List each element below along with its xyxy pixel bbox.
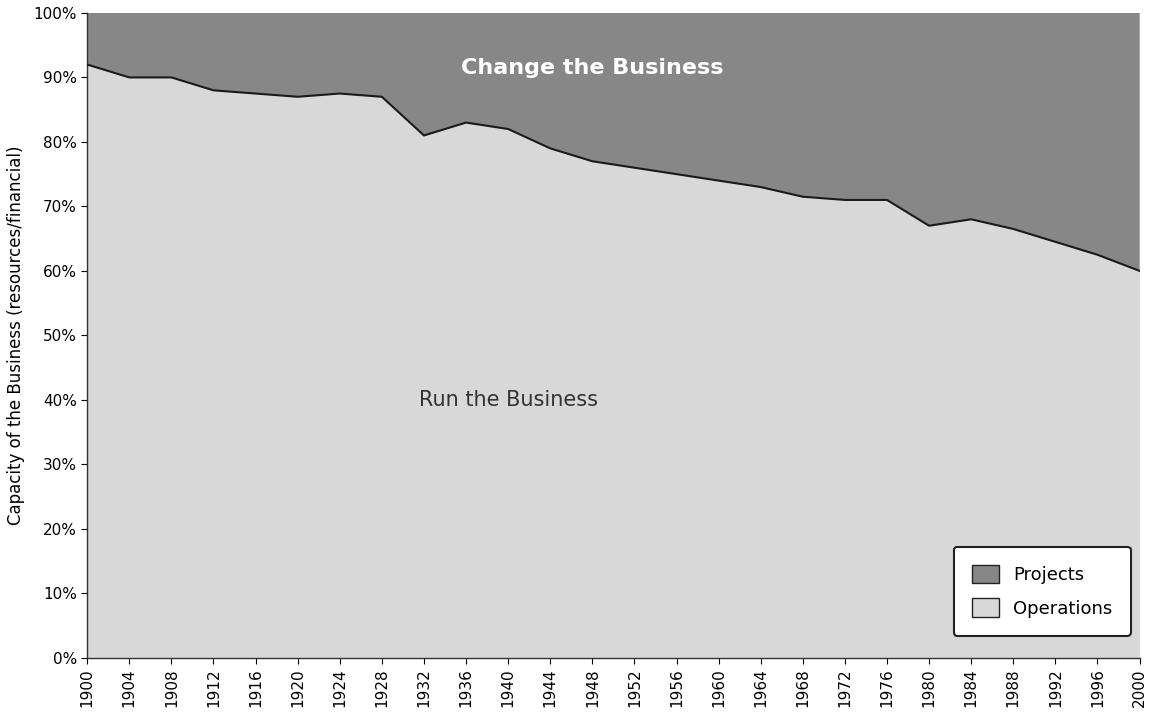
Y-axis label: Capacity of the Business (resources/financial): Capacity of the Business (resources/fina… [7,146,25,525]
Legend: Projects, Operations: Projects, Operations [953,547,1131,636]
Text: Run the Business: Run the Business [419,390,598,410]
Text: Change the Business: Change the Business [462,58,724,78]
